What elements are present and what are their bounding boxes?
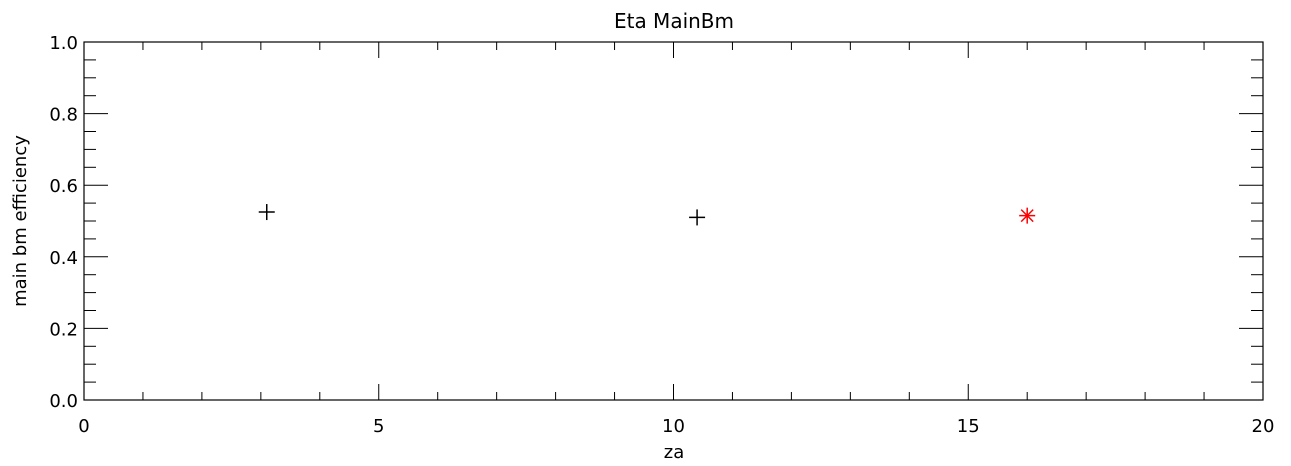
y-tick-label: 1.0: [49, 33, 78, 54]
data-points: [258, 204, 1036, 226]
x-tick-label: 15: [957, 416, 980, 437]
x-tick-label: 20: [1252, 416, 1275, 437]
plus-point: [258, 204, 275, 221]
y-tick-label: 0.8: [49, 105, 78, 126]
chart-title: Eta MainBm: [614, 9, 734, 33]
plus-point: [689, 209, 706, 226]
y-axis-label: main bm efficiency: [10, 135, 31, 307]
plot-frame: [83, 41, 1264, 401]
y-tick-label: 0.4: [49, 248, 78, 269]
x-axis-label: za: [664, 442, 684, 463]
y-tick-label: 0.6: [49, 176, 78, 197]
x-tick-labels: 0 5 10 15 20: [78, 416, 1274, 437]
axis-ticks: [83, 41, 1264, 401]
x-tick-label: 0: [78, 416, 89, 437]
x-tick-label: 10: [662, 416, 685, 437]
asterisk-point: [1019, 207, 1036, 224]
x-tick-label: 5: [373, 416, 384, 437]
y-tick-label: 0.0: [49, 391, 78, 412]
y-tick-label: 0.2: [49, 319, 78, 340]
y-tick-labels: 0.0 0.2 0.4 0.6 0.8 1.0: [49, 33, 78, 412]
